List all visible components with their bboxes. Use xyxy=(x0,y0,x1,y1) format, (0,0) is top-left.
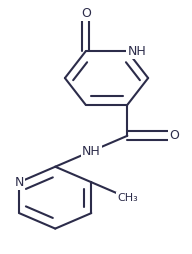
Text: N: N xyxy=(15,176,24,189)
Text: CH₃: CH₃ xyxy=(117,193,138,203)
Text: NH: NH xyxy=(127,45,146,58)
Text: NH: NH xyxy=(82,145,101,158)
Text: O: O xyxy=(81,7,91,20)
Text: O: O xyxy=(169,129,179,142)
